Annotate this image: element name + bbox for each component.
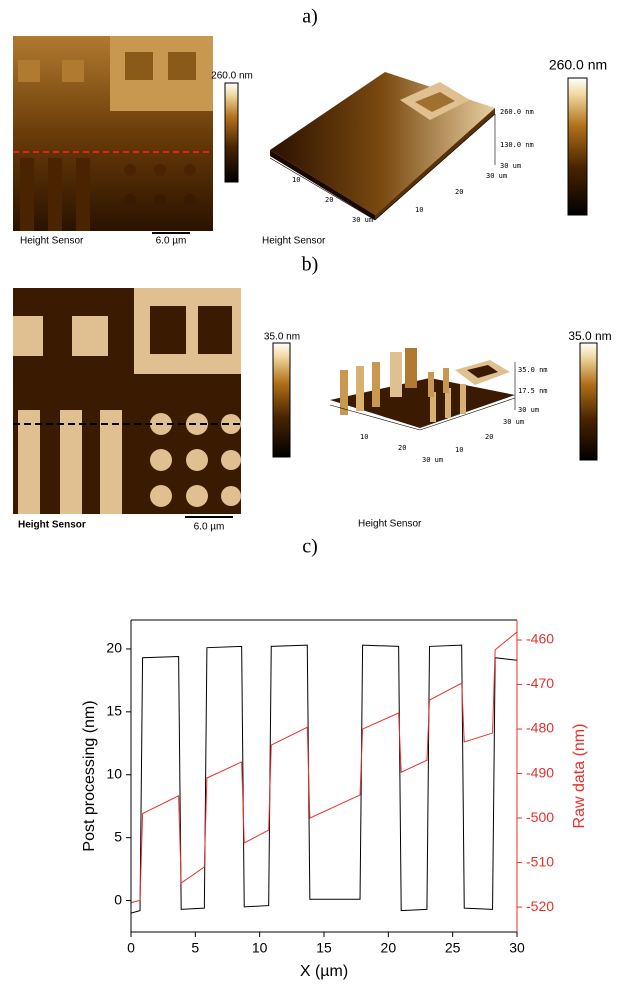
axis-label: 30 um bbox=[352, 216, 373, 224]
z-label: 260.0 nm bbox=[500, 108, 534, 116]
y2-axis-label: Raw data (nm) bbox=[571, 724, 588, 829]
x-tick-label: 25 bbox=[445, 940, 461, 956]
axis-label: 30 um bbox=[503, 418, 524, 426]
data-line bbox=[131, 632, 517, 903]
axis-label: 10 bbox=[360, 433, 368, 441]
z-label: 17.5 nm bbox=[518, 387, 548, 395]
axis-label: 20 bbox=[325, 196, 333, 204]
colorbar bbox=[580, 343, 597, 460]
colorbar-label: 260.0 nm bbox=[211, 71, 253, 82]
axis-label: 30 um bbox=[486, 172, 507, 180]
x-tick-label: 0 bbox=[127, 940, 135, 956]
z-label: 30 um bbox=[518, 406, 539, 414]
x-tick-label: 10 bbox=[252, 940, 268, 956]
axis-label: 20 bbox=[455, 188, 463, 196]
y-axis-label: Post processing (nm) bbox=[81, 700, 98, 851]
caption: Height Sensor bbox=[262, 236, 326, 247]
data-line bbox=[131, 645, 517, 913]
y2-tick-label: -520 bbox=[526, 898, 554, 914]
axis-label: 30 um bbox=[422, 456, 443, 464]
x-tick-label: 20 bbox=[381, 940, 397, 956]
panel-label: c) bbox=[302, 536, 318, 558]
scale-bar-label: 6.0 µm bbox=[194, 522, 225, 533]
colorbar-label: 35.0 nm bbox=[568, 329, 611, 343]
figure: a) 260.0 nm Height Sensor 6.0 µm 260.0 n… bbox=[0, 0, 619, 986]
page: a) 260.0 nm Height Sensor 6.0 µm 260.0 n… bbox=[0, 0, 619, 986]
line-chart: 0 5 10 15 20 25 30 0 5 10 15 20 -520 -510 -500 -490 -480… bbox=[81, 620, 588, 980]
x-axis-label: X (µm) bbox=[300, 963, 348, 980]
y2-tick-label: -490 bbox=[526, 764, 554, 780]
x-tick-label: 30 bbox=[509, 940, 525, 956]
y-tick-label: 20 bbox=[106, 640, 122, 656]
x-tick-label: 5 bbox=[191, 940, 199, 956]
scale-bar-label: 6.0 µm bbox=[156, 236, 187, 247]
z-label: 30 um bbox=[500, 162, 521, 170]
panel-label: b) bbox=[302, 254, 319, 276]
axis-label: 20 bbox=[398, 444, 406, 452]
axis-label: 10 bbox=[455, 446, 463, 454]
y2-tick-label: -470 bbox=[526, 675, 554, 691]
colorbar bbox=[568, 78, 587, 215]
colorbar bbox=[273, 343, 290, 457]
y2-tick-label: -460 bbox=[526, 631, 554, 647]
colorbar bbox=[225, 83, 238, 182]
axis-label: 10 bbox=[292, 176, 300, 184]
y2-tick-label: -500 bbox=[526, 809, 554, 825]
y2-tick-label: -510 bbox=[526, 853, 554, 869]
afm-map bbox=[13, 36, 213, 231]
afm-map bbox=[13, 288, 241, 514]
axis-label: 10 bbox=[415, 206, 423, 214]
colorbar-label: 35.0 nm bbox=[264, 332, 300, 343]
afm-3d bbox=[330, 348, 515, 430]
caption: Height Sensor bbox=[18, 520, 86, 531]
y-tick-label: 10 bbox=[106, 765, 122, 781]
axis-label: 20 bbox=[485, 433, 493, 441]
y2-tick-label: -480 bbox=[526, 720, 554, 736]
y-tick-label: 15 bbox=[106, 703, 122, 719]
afm-3d bbox=[270, 72, 495, 220]
x-tick-label: 15 bbox=[316, 940, 332, 956]
caption: Height Sensor bbox=[20, 236, 84, 247]
panel-label: a) bbox=[302, 6, 318, 28]
caption: Height Sensor bbox=[358, 519, 422, 530]
y-tick-label: 5 bbox=[114, 828, 122, 844]
z-label: 130.0 nm bbox=[500, 141, 534, 149]
colorbar-label: 260.0 nm bbox=[549, 57, 607, 73]
y-tick-label: 0 bbox=[114, 891, 122, 907]
z-label: 35.0 nm bbox=[518, 366, 548, 374]
